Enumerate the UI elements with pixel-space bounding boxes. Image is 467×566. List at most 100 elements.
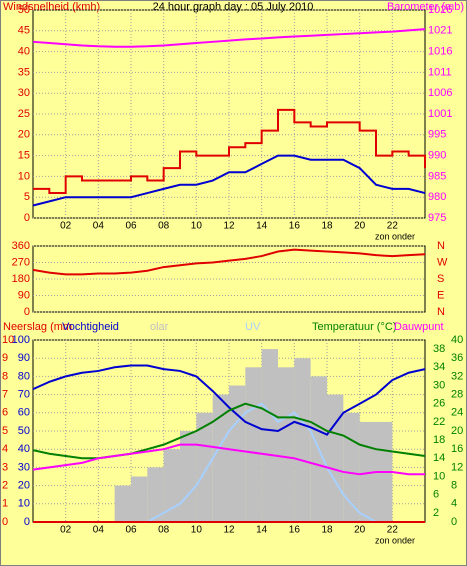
y-tick-label: 90 [18,289,30,301]
bar [212,394,229,522]
y-tick-label: 30 [18,87,30,99]
series-line [32,248,426,276]
y2-tick-label: 0 [451,516,457,528]
bar [359,421,376,522]
y3-tick-label: 9 [2,352,8,364]
bar [163,449,180,522]
y2-tick-label: 32 [451,370,463,382]
x-tick-label: 10 [191,221,203,232]
series-line [32,28,426,48]
y-tick-label: 45 [18,25,30,37]
bar [278,367,295,522]
y-tick-label: 270 [12,256,30,268]
x-tick-label: 14 [256,221,268,232]
y2-tick-label: 24 [451,407,463,419]
y-tick-label: 20 [18,129,30,141]
x-tick-label: 10 [191,525,203,536]
y3-tick-label: 6 [2,407,8,419]
y3-tick-label: 0 [2,516,8,528]
x-tick-label: 06 [125,525,137,536]
y2-tick-label: 22 [433,416,445,428]
legend-label: Temperatuur (°C) [312,321,396,333]
y-tick-label: 60 [18,407,30,419]
y2-tick-label: 18 [433,434,445,446]
bar [131,476,148,522]
x-tick-label: 18 [321,221,333,232]
y-tick-label: 50 [18,425,30,437]
y-tick-label: 0 [24,516,30,528]
y2-tick-label: 975 [428,212,446,224]
y3-tick-label: 1 [2,498,8,510]
bar [245,367,262,522]
y-tick-label: 40 [18,443,30,455]
y2-tick-label: 995 [428,129,446,141]
y3-tick-label: 8 [2,370,8,382]
y2-axis-label: Barometer (mb) [387,1,464,13]
y-tick-label: 30 [18,461,30,473]
y-tick-label: 10 [18,170,30,182]
bar [294,358,311,522]
y2-tick-label: N [437,306,445,318]
chart-title: 24 hour graph day : 05 July 2010 [153,1,314,13]
y2-tick-label: 1006 [428,87,452,99]
y3-tick-label: 2 [2,480,8,492]
x-tick-label: 20 [354,221,366,232]
y3-tick-label: 7 [2,389,8,401]
x-tick-label: 22 [387,525,399,536]
legend-label: Neerslag (mm [3,321,72,333]
x-tick-label: 06 [125,221,137,232]
y2-tick-label: 20 [451,425,463,437]
y-tick-label: 40 [18,46,30,58]
y-tick-label: 15 [18,150,30,162]
y2-tick-label: 985 [428,170,446,182]
y2-tick-label: 6 [433,489,439,501]
bar [229,385,246,522]
y2-tick-label: 1021 [428,25,452,37]
series-line [32,154,426,207]
y-tick-label: 90 [18,352,30,364]
y-tick-label: 80 [18,370,30,382]
y2-tick-label: 36 [451,352,463,364]
y2-tick-label: 4 [451,498,457,510]
y-tick-label: 0 [24,212,30,224]
y3-tick-label: 3 [2,461,8,473]
y2-tick-label: E [437,289,444,301]
y2-tick-label: 26 [433,398,445,410]
y3-tick-label: 5 [2,425,8,437]
y2-tick-label: 40 [451,334,463,346]
x-tick-label: 04 [93,221,105,232]
y2-tick-label: N [437,240,445,252]
y-tick-label: 180 [12,273,30,285]
bar [147,467,164,522]
x-tick-label: 16 [289,525,301,536]
x-tick-label: 14 [256,525,268,536]
y-tick-label: 70 [18,389,30,401]
annotation: zon onder [375,231,415,241]
y2-tick-label: 2 [433,507,439,519]
y-tick-label: 360 [12,240,30,252]
y2-tick-label: 1011 [428,66,452,78]
y3-tick-label: 10 [2,334,14,346]
x-tick-label: 18 [321,525,333,536]
y2-tick-label: 16 [451,443,463,455]
bar [343,412,360,522]
y2-tick-label: 30 [433,379,445,391]
bar [261,349,278,522]
y-tick-label: 35 [18,66,30,78]
y2-tick-label: 1001 [428,108,452,120]
y-tick-label: 5 [24,191,30,203]
bar [196,412,213,522]
x-tick-label: 08 [158,221,170,232]
bar [114,485,131,522]
y-tick-label: 10 [18,498,30,510]
y2-tick-label: 10 [433,470,445,482]
series-line [32,443,425,476]
series-line [32,364,426,436]
y-tick-label: 25 [18,108,30,120]
x-tick-label: 16 [289,221,301,232]
x-tick-label: 02 [60,525,72,536]
legend-label: Vochtigheid [62,321,119,333]
y2-tick-label: W [437,256,448,268]
series-line [33,108,426,195]
